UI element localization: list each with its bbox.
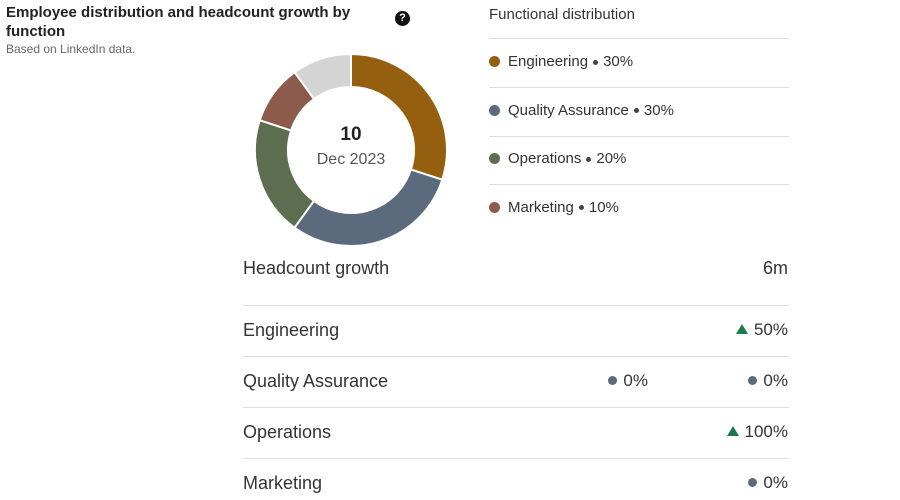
growth-cell: 50% [735, 320, 788, 340]
separator [593, 59, 599, 65]
legend-item: Engineering 30% [489, 53, 633, 70]
help-icon[interactable]: ? [395, 11, 410, 26]
legend-value: 30% [603, 53, 634, 70]
divider [243, 407, 789, 408]
growth-value: 0% [623, 371, 648, 390]
legend-value: 10% [588, 198, 619, 216]
divider [489, 184, 789, 185]
separator [633, 108, 639, 114]
separator [578, 205, 584, 211]
donut-segment [293, 168, 444, 247]
legend-item: Quality Assurance 30% [489, 102, 674, 119]
donut-chart: 10 Dec 2023 [254, 52, 448, 247]
legend-value: 20% [596, 150, 627, 167]
growth-value: 0% [763, 371, 788, 390]
growth-title: Headcount growth [243, 258, 390, 278]
growth-cell: 0% [748, 473, 788, 493]
trend-up-icon [726, 426, 739, 436]
legend-name: Quality Assurance [508, 101, 629, 119]
subtitle: Based on LinkedIn data. [6, 42, 136, 56]
center-value: 10 [340, 124, 361, 145]
center-label: Dec 2023 [317, 151, 386, 168]
divider [243, 305, 789, 306]
trend-up-icon [735, 324, 748, 334]
row-name: Quality Assurance [243, 371, 389, 391]
trend-flat-icon [608, 376, 618, 385]
donut-segment [258, 70, 316, 132]
growth-value: 100% [744, 422, 788, 441]
legend-item: Marketing 10% [489, 199, 619, 216]
donut-segment [254, 119, 316, 230]
growth-cell: 0% [748, 371, 788, 391]
legend-swatch [489, 104, 500, 116]
legend-name: Engineering [508, 53, 589, 70]
legend-name: Marketing [508, 198, 574, 216]
divider [243, 356, 789, 357]
growth-period: 6m [762, 258, 788, 278]
donut-segment [350, 52, 448, 181]
divider [489, 87, 789, 88]
row-name: Operations [243, 422, 332, 442]
growth-cell: 0% [608, 371, 648, 391]
trend-flat-icon [748, 376, 758, 385]
legend-swatch [489, 201, 500, 213]
legend-swatch [489, 56, 500, 67]
legend-title: Functional distribution [489, 6, 635, 23]
divider [489, 135, 789, 137]
row-name: Engineering [243, 320, 340, 340]
divider [243, 458, 789, 459]
growth-value: 50% [753, 320, 788, 339]
legend-swatch [489, 153, 500, 164]
trend-flat-icon [748, 478, 758, 487]
separator [586, 156, 592, 162]
row-name: Marketing [243, 473, 323, 493]
legend-value: 30% [643, 101, 674, 119]
growth-value: 0% [763, 473, 788, 492]
legend-name: Operations [508, 150, 582, 167]
divider [489, 38, 789, 39]
growth-cell: 100% [726, 422, 788, 442]
legend-item: Operations 20% [489, 150, 626, 167]
title: Employee distribution and headcount grow… [6, 4, 351, 40]
